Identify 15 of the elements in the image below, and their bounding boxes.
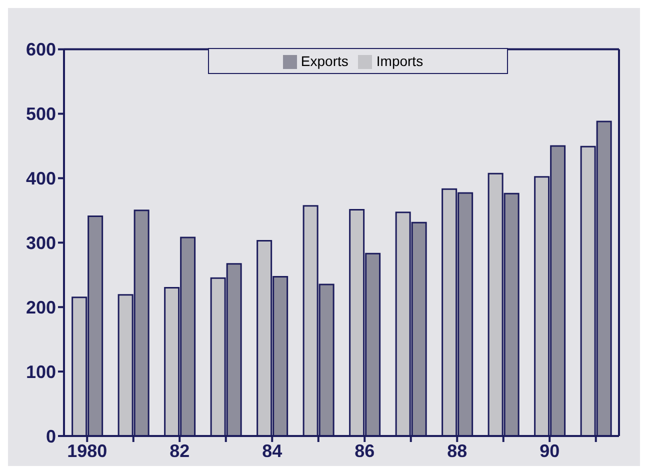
- y-tick-label: 400: [26, 168, 56, 189]
- y-tick-label: 500: [26, 104, 56, 124]
- y-tick-label: 0: [46, 426, 56, 446]
- y-tick-label: 200: [26, 297, 56, 318]
- y-tick-label: 300: [26, 233, 56, 254]
- x-tick-label: 1980: [67, 440, 108, 461]
- legend-label: Imports: [376, 53, 424, 69]
- x-tick-label: 84: [262, 440, 282, 461]
- x-tick-label: 86: [354, 440, 375, 461]
- x-tick-label: 82: [170, 440, 190, 461]
- y-tick-label: 100: [26, 362, 56, 382]
- y-tick-label: 600: [26, 40, 56, 60]
- x-tick-label: 90: [540, 440, 560, 461]
- x-tick-label: 88: [447, 440, 468, 461]
- legend-label: Exports: [300, 53, 348, 69]
